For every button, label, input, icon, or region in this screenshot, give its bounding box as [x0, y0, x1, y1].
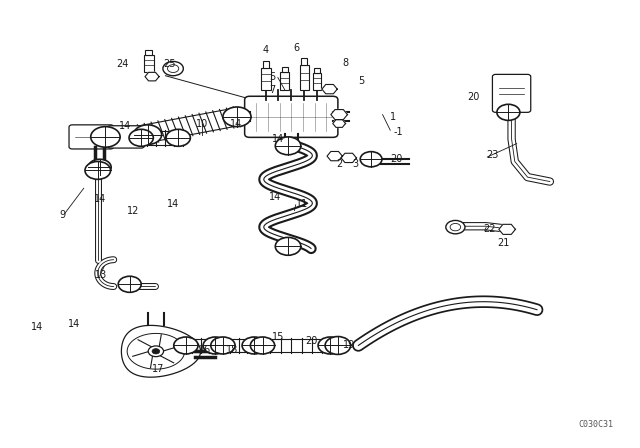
Polygon shape	[322, 85, 337, 94]
Polygon shape	[260, 339, 333, 352]
Polygon shape	[499, 224, 515, 234]
Polygon shape	[122, 325, 200, 377]
Text: 14: 14	[273, 134, 285, 144]
Circle shape	[152, 349, 160, 354]
Bar	[262, 61, 269, 68]
Text: 4: 4	[262, 45, 269, 55]
FancyBboxPatch shape	[108, 126, 145, 148]
Text: C030C31: C030C31	[579, 419, 614, 429]
Text: 23: 23	[486, 150, 499, 160]
Text: 3: 3	[352, 159, 358, 169]
Circle shape	[497, 104, 520, 121]
Text: 14: 14	[119, 121, 131, 131]
Bar	[300, 65, 308, 90]
Circle shape	[129, 129, 154, 146]
Circle shape	[148, 346, 164, 357]
Text: 2: 2	[336, 159, 342, 169]
Polygon shape	[341, 153, 356, 163]
Text: 21: 21	[497, 238, 510, 248]
Text: 5: 5	[358, 76, 365, 86]
Text: 19: 19	[342, 340, 355, 349]
Text: 14: 14	[167, 199, 179, 209]
Text: 10: 10	[196, 119, 208, 129]
Text: 14: 14	[31, 322, 44, 332]
Circle shape	[325, 336, 351, 354]
Bar	[313, 73, 321, 90]
Text: 7: 7	[269, 85, 275, 95]
Text: 8: 8	[342, 58, 349, 68]
Text: 20: 20	[467, 92, 479, 102]
Circle shape	[163, 61, 183, 76]
Polygon shape	[333, 120, 346, 127]
Polygon shape	[195, 351, 214, 357]
Text: 9: 9	[60, 210, 65, 220]
Text: 5: 5	[269, 72, 275, 82]
Circle shape	[250, 337, 275, 354]
Text: 14: 14	[68, 319, 80, 329]
Circle shape	[91, 127, 120, 147]
Text: -1: -1	[394, 127, 403, 138]
Text: 12: 12	[127, 206, 140, 215]
Text: 17: 17	[152, 364, 164, 374]
Bar	[301, 58, 307, 65]
Bar	[314, 68, 319, 73]
Circle shape	[134, 125, 162, 145]
Text: 18: 18	[227, 345, 239, 355]
Text: 14: 14	[93, 194, 106, 204]
Text: 25: 25	[164, 59, 176, 69]
Circle shape	[275, 237, 301, 255]
Polygon shape	[95, 147, 104, 170]
Circle shape	[446, 220, 465, 234]
Circle shape	[211, 337, 235, 354]
FancyBboxPatch shape	[492, 74, 531, 112]
Circle shape	[203, 337, 227, 354]
Polygon shape	[127, 333, 184, 369]
Circle shape	[318, 337, 342, 354]
Bar	[144, 55, 154, 72]
Text: 6: 6	[293, 43, 300, 52]
Text: 14: 14	[269, 192, 282, 202]
Text: 20: 20	[390, 154, 403, 164]
Text: 11: 11	[296, 199, 308, 209]
Text: 20: 20	[305, 336, 318, 346]
FancyBboxPatch shape	[244, 96, 338, 138]
Text: 16: 16	[199, 345, 211, 355]
Polygon shape	[221, 339, 256, 352]
Polygon shape	[327, 151, 342, 161]
Polygon shape	[138, 131, 182, 145]
Circle shape	[166, 129, 190, 146]
Circle shape	[450, 224, 461, 231]
Bar	[145, 50, 152, 55]
Circle shape	[118, 276, 141, 293]
Circle shape	[360, 152, 382, 167]
Text: 22: 22	[483, 224, 495, 234]
Bar	[261, 68, 271, 90]
Circle shape	[85, 161, 111, 179]
Circle shape	[242, 337, 266, 354]
Polygon shape	[145, 73, 159, 81]
Circle shape	[173, 337, 198, 354]
Text: 13: 13	[95, 270, 108, 280]
Polygon shape	[138, 108, 240, 143]
Polygon shape	[331, 110, 348, 120]
Polygon shape	[184, 339, 218, 352]
Circle shape	[88, 159, 111, 175]
Circle shape	[275, 137, 301, 155]
Bar	[282, 67, 288, 72]
FancyBboxPatch shape	[69, 125, 114, 149]
Circle shape	[223, 107, 251, 127]
Bar	[280, 72, 289, 90]
Text: 14: 14	[230, 119, 242, 129]
Text: 24: 24	[116, 59, 129, 69]
Text: 15: 15	[272, 332, 285, 341]
Text: 1: 1	[390, 112, 396, 122]
Circle shape	[168, 65, 179, 73]
